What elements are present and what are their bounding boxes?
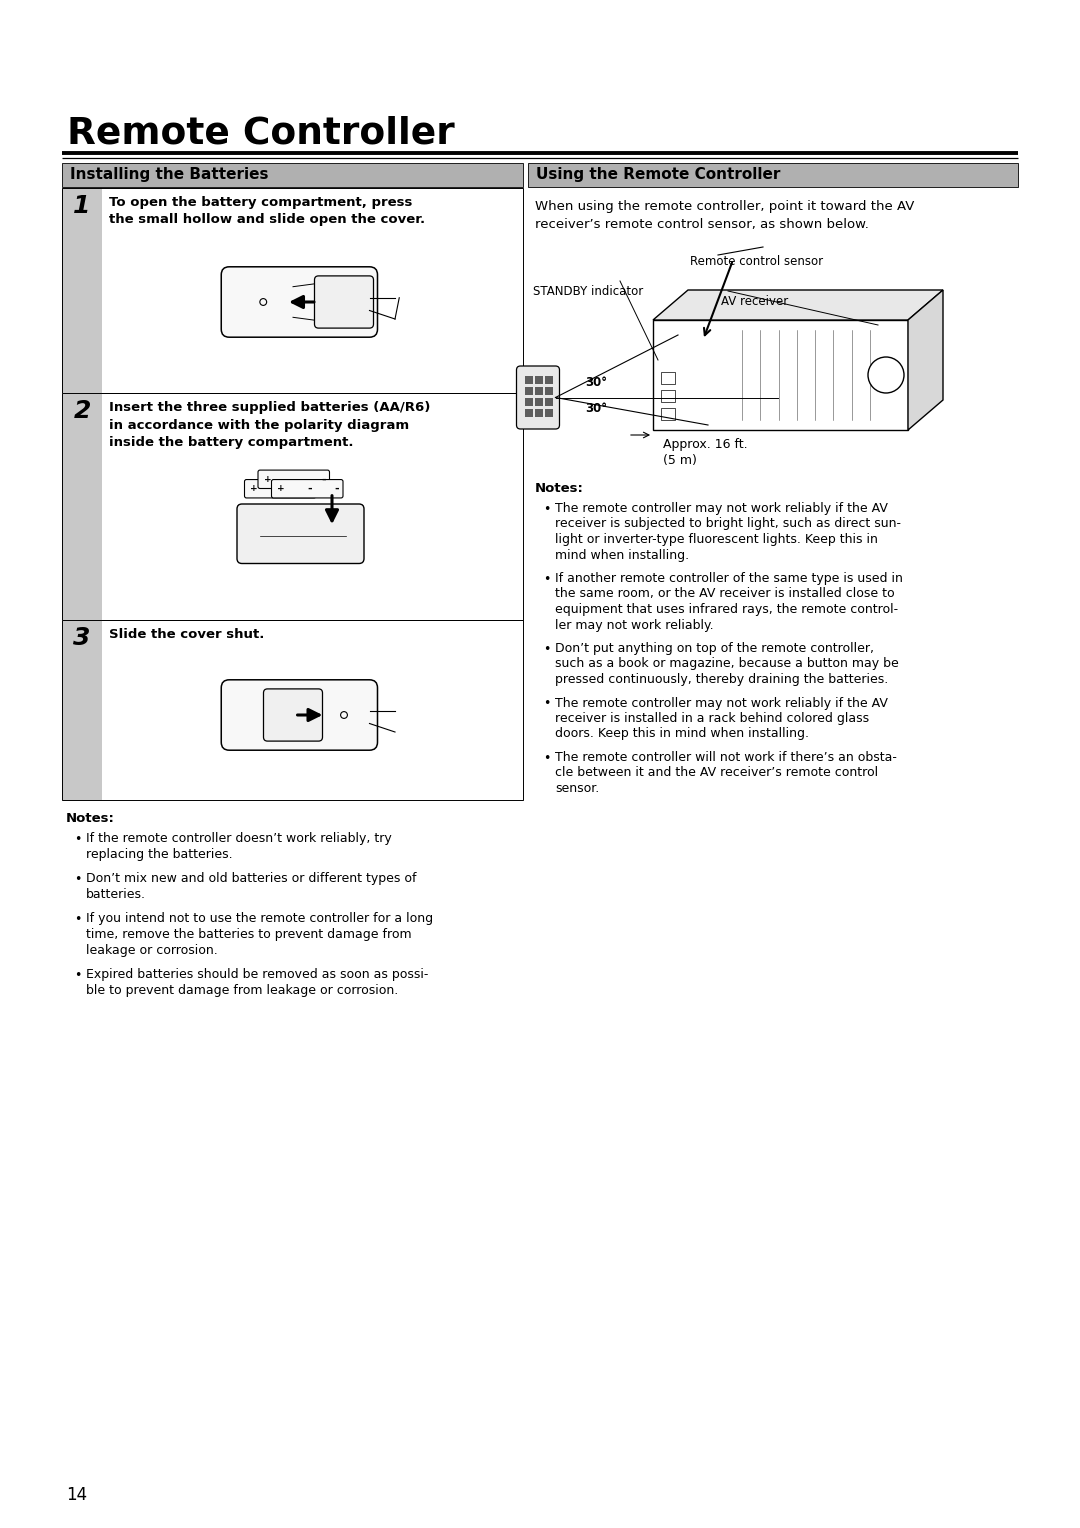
Bar xyxy=(62,188,102,393)
Text: equipment that uses infrared rays, the remote control-: equipment that uses infrared rays, the r… xyxy=(555,604,899,616)
Text: batteries.: batteries. xyxy=(86,888,146,902)
Bar xyxy=(525,387,532,396)
Text: sensor.: sensor. xyxy=(555,782,599,795)
Bar xyxy=(62,393,523,620)
Text: Don’t put anything on top of the remote controller,: Don’t put anything on top of the remote … xyxy=(555,642,874,656)
Text: If you intend not to use the remote controller for a long: If you intend not to use the remote cont… xyxy=(86,912,433,924)
Text: light or inverter-type fluorescent lights. Keep this in: light or inverter-type fluorescent light… xyxy=(555,533,878,545)
Text: -: - xyxy=(335,484,339,494)
Text: 30°: 30° xyxy=(585,402,607,414)
Text: •: • xyxy=(543,573,551,587)
Text: pressed continuously, thereby draining the batteries.: pressed continuously, thereby draining t… xyxy=(555,672,888,686)
Text: To open the battery compartment, press
the small hollow and slide open the cover: To open the battery compartment, press t… xyxy=(109,196,426,226)
Bar xyxy=(525,397,532,406)
Bar xyxy=(661,371,675,384)
FancyBboxPatch shape xyxy=(516,367,559,429)
Text: The remote controller may not work reliably if the AV: The remote controller may not work relia… xyxy=(555,697,888,709)
Text: •: • xyxy=(543,752,551,766)
FancyBboxPatch shape xyxy=(221,680,378,750)
Bar xyxy=(535,397,542,406)
FancyBboxPatch shape xyxy=(237,504,364,564)
Text: ler may not work reliably.: ler may not work reliably. xyxy=(555,619,714,631)
Circle shape xyxy=(868,358,904,393)
Polygon shape xyxy=(653,290,943,319)
Bar xyxy=(62,620,523,801)
Text: receiver is subjected to bright light, such as direct sun-: receiver is subjected to bright light, s… xyxy=(555,518,901,530)
Text: cle between it and the AV receiver’s remote control: cle between it and the AV receiver’s rem… xyxy=(555,767,878,779)
Text: -: - xyxy=(308,484,312,494)
FancyBboxPatch shape xyxy=(258,471,329,489)
FancyBboxPatch shape xyxy=(271,480,343,498)
Text: •: • xyxy=(75,872,81,886)
Text: When using the remote controller, point it toward the AV
receiver’s remote contr: When using the remote controller, point … xyxy=(535,200,915,231)
Text: •: • xyxy=(543,503,551,516)
Text: Remote control sensor: Remote control sensor xyxy=(690,255,823,267)
Text: 30°: 30° xyxy=(585,376,607,390)
Bar xyxy=(62,393,102,620)
Bar xyxy=(544,387,553,396)
FancyBboxPatch shape xyxy=(221,267,378,338)
Text: 3: 3 xyxy=(73,626,91,649)
FancyBboxPatch shape xyxy=(244,480,316,498)
Bar xyxy=(661,390,675,402)
Text: Insert the three supplied batteries (AA/R6)
in accordance with the polarity diag: Insert the three supplied batteries (AA/… xyxy=(109,400,430,449)
Bar xyxy=(544,376,553,384)
Bar xyxy=(62,620,102,801)
Text: Installing the Batteries: Installing the Batteries xyxy=(70,168,269,182)
Text: If the remote controller doesn’t work reliably, try: If the remote controller doesn’t work re… xyxy=(86,833,392,845)
Text: time, remove the batteries to prevent damage from: time, remove the batteries to prevent da… xyxy=(86,927,411,941)
Text: +: + xyxy=(278,484,285,494)
Text: 1: 1 xyxy=(73,194,91,219)
Text: •: • xyxy=(543,643,551,656)
Text: Don’t mix new and old batteries or different types of: Don’t mix new and old batteries or diffe… xyxy=(86,872,417,885)
Text: The remote controller may not work reliably if the AV: The remote controller may not work relia… xyxy=(555,503,888,515)
Text: replacing the batteries.: replacing the batteries. xyxy=(86,848,232,860)
Text: receiver is installed in a rack behind colored glass: receiver is installed in a rack behind c… xyxy=(555,712,869,724)
Polygon shape xyxy=(908,290,943,429)
Bar xyxy=(62,163,523,186)
Text: Notes:: Notes: xyxy=(535,481,584,495)
Bar xyxy=(525,410,532,417)
Text: leakage or corrosion.: leakage or corrosion. xyxy=(86,944,218,957)
Bar xyxy=(525,376,532,384)
Text: doors. Keep this in mind when installing.: doors. Keep this in mind when installing… xyxy=(555,727,809,741)
Text: Expired batteries should be removed as soon as possi-: Expired batteries should be removed as s… xyxy=(86,969,429,981)
Text: Notes:: Notes: xyxy=(66,811,114,825)
Text: the same room, or the AV receiver is installed close to: the same room, or the AV receiver is ins… xyxy=(555,587,894,601)
Text: mind when installing.: mind when installing. xyxy=(555,549,689,561)
Bar xyxy=(544,397,553,406)
Text: +: + xyxy=(264,475,271,484)
Text: •: • xyxy=(75,969,81,983)
Text: AV receiver: AV receiver xyxy=(720,295,788,309)
Bar xyxy=(653,319,908,429)
Text: STANDBY indicator: STANDBY indicator xyxy=(534,286,644,298)
Bar xyxy=(62,188,523,393)
Text: -: - xyxy=(321,474,326,484)
FancyBboxPatch shape xyxy=(314,277,374,329)
Text: +: + xyxy=(251,484,258,494)
Bar xyxy=(535,376,542,384)
Text: ble to prevent damage from leakage or corrosion.: ble to prevent damage from leakage or co… xyxy=(86,984,399,996)
Bar xyxy=(528,163,1018,186)
Text: 14: 14 xyxy=(66,1487,87,1504)
Text: •: • xyxy=(543,697,551,711)
Text: If another remote controller of the same type is used in: If another remote controller of the same… xyxy=(555,571,903,585)
Text: Using the Remote Controller: Using the Remote Controller xyxy=(536,168,781,182)
Bar xyxy=(535,410,542,417)
Text: such as a book or magazine, because a button may be: such as a book or magazine, because a bu… xyxy=(555,657,899,671)
Bar xyxy=(661,408,675,420)
Bar xyxy=(544,410,553,417)
Text: Approx. 16 ft.
(5 m): Approx. 16 ft. (5 m) xyxy=(663,439,747,468)
Text: The remote controller will not work if there’s an obsta-: The remote controller will not work if t… xyxy=(555,750,896,764)
Text: 2: 2 xyxy=(73,399,91,423)
Text: Remote Controller: Remote Controller xyxy=(67,115,455,151)
Text: Slide the cover shut.: Slide the cover shut. xyxy=(109,628,265,642)
FancyBboxPatch shape xyxy=(264,689,323,741)
Text: •: • xyxy=(75,833,81,847)
Text: •: • xyxy=(75,914,81,926)
Bar xyxy=(535,387,542,396)
